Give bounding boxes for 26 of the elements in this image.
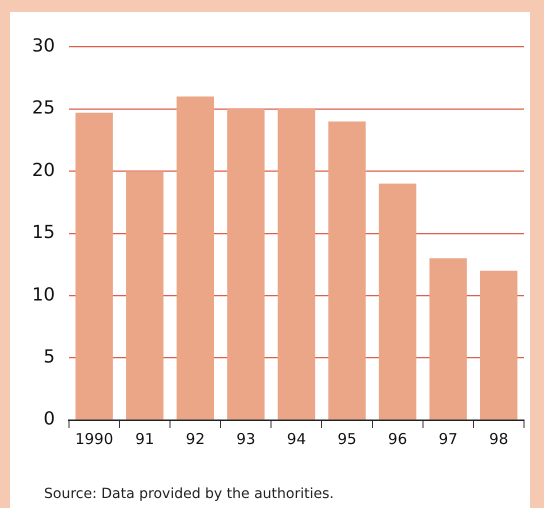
x-tick-label: 91 <box>135 430 154 448</box>
x-tick-label: 94 <box>286 430 306 448</box>
bar <box>480 270 518 420</box>
bar <box>75 112 113 420</box>
bar <box>278 109 316 420</box>
bar <box>126 171 164 420</box>
x-tick-label: 95 <box>337 430 357 448</box>
y-tick-label: 15 <box>32 222 55 244</box>
bar <box>227 109 265 420</box>
y-tick-label: 20 <box>32 160 55 181</box>
x-tick-label: 96 <box>388 430 408 448</box>
y-tick-label: 30 <box>32 35 55 56</box>
bar <box>176 96 214 420</box>
y-tick-label: 25 <box>32 98 55 119</box>
x-tick-label: 1990 <box>75 430 114 448</box>
bar <box>378 184 416 420</box>
y-tick-label: 5 <box>43 346 55 368</box>
x-tick-label: 93 <box>236 430 256 448</box>
bar <box>328 121 366 420</box>
x-tick-label: 97 <box>438 430 458 448</box>
y-tick-label: 0 <box>43 408 55 430</box>
x-tick-label: 98 <box>489 430 508 448</box>
y-tick-label: 10 <box>32 284 55 306</box>
x-tick-label: 92 <box>186 430 205 448</box>
source-note: Source: Data provided by the authorities. <box>44 486 334 502</box>
bar <box>429 258 467 420</box>
